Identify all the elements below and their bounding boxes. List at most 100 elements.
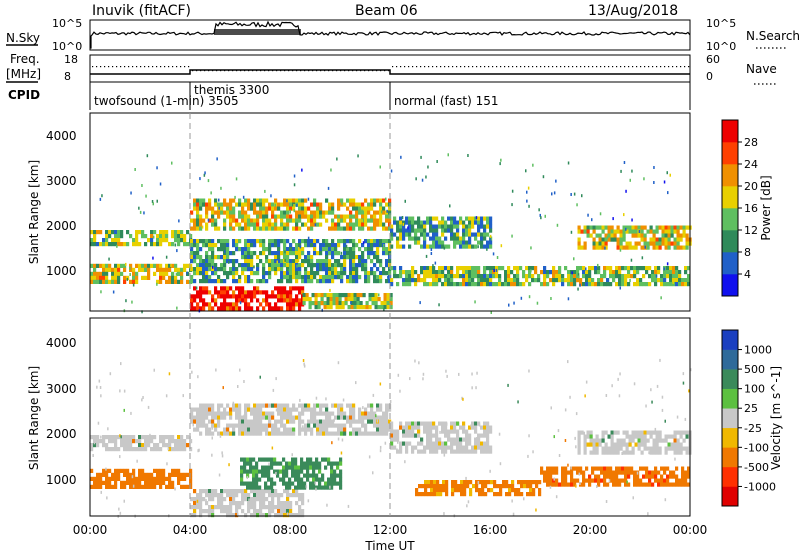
heatmap-cell	[532, 480, 536, 485]
heatmap-cell	[286, 247, 290, 252]
nave-dot	[624, 66, 626, 68]
heatmap-cell	[622, 225, 626, 230]
heatmap-cell	[322, 259, 326, 264]
heatmap-cell	[199, 493, 203, 498]
heatmap-cell	[196, 493, 200, 498]
heatmap-cell	[182, 394, 184, 398]
heatmap-cell	[513, 282, 517, 287]
heatmap-cell	[423, 429, 427, 434]
heatmap-cell	[256, 239, 260, 244]
heatmap-cell	[480, 282, 484, 287]
heatmap-cell	[588, 282, 592, 287]
nave-dot	[548, 66, 550, 68]
nave-dot	[408, 66, 410, 68]
heatmap-cell	[316, 239, 320, 244]
nave-dot	[244, 70, 246, 72]
heatmap-cell	[255, 477, 259, 482]
heatmap-cell	[232, 401, 235, 405]
heatmap-cell	[90, 447, 94, 452]
heatmap-cell	[256, 290, 260, 295]
heatmap-cell	[435, 449, 439, 454]
heatmap-cell	[663, 278, 667, 283]
heatmap-cell	[196, 206, 200, 211]
heatmap-cell	[501, 266, 505, 271]
heatmap-cell	[356, 293, 360, 298]
heatmap-cell	[114, 279, 118, 284]
heatmap-cell	[277, 267, 281, 272]
heatmap-cell	[235, 243, 239, 248]
heatmap-cell	[368, 455, 371, 459]
heatmap-cell	[241, 419, 245, 424]
heatmap-cell	[189, 263, 193, 268]
heatmap-cell	[532, 163, 534, 167]
heatmap-cell	[238, 275, 242, 280]
colorbar-tick-label: -1000	[744, 480, 776, 493]
heatmap-cell	[141, 267, 145, 272]
heatmap-cell	[622, 237, 626, 242]
heatmap-cell	[615, 282, 619, 287]
heatmap-cell	[486, 449, 490, 454]
heatmap-cell	[208, 302, 212, 307]
heatmap-cell	[286, 251, 290, 256]
heatmap-cell	[292, 407, 296, 412]
heatmap-cell	[666, 478, 670, 483]
heatmap-cell	[120, 468, 124, 473]
heatmap-cell	[445, 480, 449, 485]
heatmap-cell	[274, 427, 278, 432]
heatmap-cell	[312, 469, 316, 474]
heatmap-cell	[405, 270, 409, 275]
heatmap-cell	[441, 220, 445, 225]
heatmap-cell	[522, 274, 526, 279]
heatmap-cell	[424, 480, 428, 485]
heatmap-cell	[370, 218, 374, 223]
nave-dot	[684, 66, 686, 68]
heatmap-cell	[450, 266, 454, 271]
nave-dot	[216, 70, 218, 72]
heatmap-cell	[311, 293, 315, 298]
heatmap-cell	[199, 286, 203, 291]
heatmap-cell	[442, 480, 446, 485]
heatmap-cell	[289, 419, 293, 424]
heatmap-cell	[314, 223, 317, 227]
heatmap-cell	[343, 214, 347, 219]
heatmap-cell	[223, 222, 227, 227]
heatmap-cell	[622, 438, 626, 443]
heatmap-cell	[399, 224, 403, 229]
heatmap-cell	[255, 469, 259, 474]
heatmap-cell	[193, 286, 197, 291]
heatmap-cell	[244, 222, 248, 227]
heatmap-cell	[373, 263, 377, 268]
heatmap-cell	[208, 403, 212, 408]
heatmap-cell	[283, 423, 287, 428]
heatmap-cell	[459, 266, 463, 271]
heatmap-cell	[443, 453, 446, 457]
heatmap-cell	[438, 266, 442, 271]
heatmap-cell	[604, 446, 608, 451]
heatmap-cell	[93, 279, 97, 284]
heatmap-cell	[195, 286, 198, 290]
heatmap-cell	[223, 290, 227, 295]
heatmap-cell	[402, 228, 406, 233]
heatmap-cell	[645, 466, 649, 471]
heatmap-cell	[615, 466, 619, 471]
heatmap-cell	[646, 245, 650, 250]
heatmap-cell	[619, 248, 622, 252]
heatmap-cell	[486, 445, 490, 450]
heatmap-cell	[361, 267, 365, 272]
heatmap-cell	[429, 449, 433, 454]
heatmap-cell	[624, 470, 628, 475]
heatmap-cell	[389, 400, 392, 403]
heatmap-cell	[483, 266, 487, 271]
heatmap-cell	[238, 505, 242, 510]
heatmap-cell	[477, 441, 481, 446]
heatmap-cell	[663, 282, 667, 287]
heatmap-cell	[379, 279, 383, 284]
heatmap-cell	[305, 485, 308, 489]
heatmap-cell	[489, 469, 491, 473]
heatmap-cell	[156, 234, 160, 239]
heatmap-cell	[429, 216, 433, 221]
heatmap-cell	[341, 305, 345, 310]
heatmap-cell	[511, 480, 515, 485]
nave-dot	[616, 66, 618, 68]
heatmap-cell	[132, 279, 136, 284]
